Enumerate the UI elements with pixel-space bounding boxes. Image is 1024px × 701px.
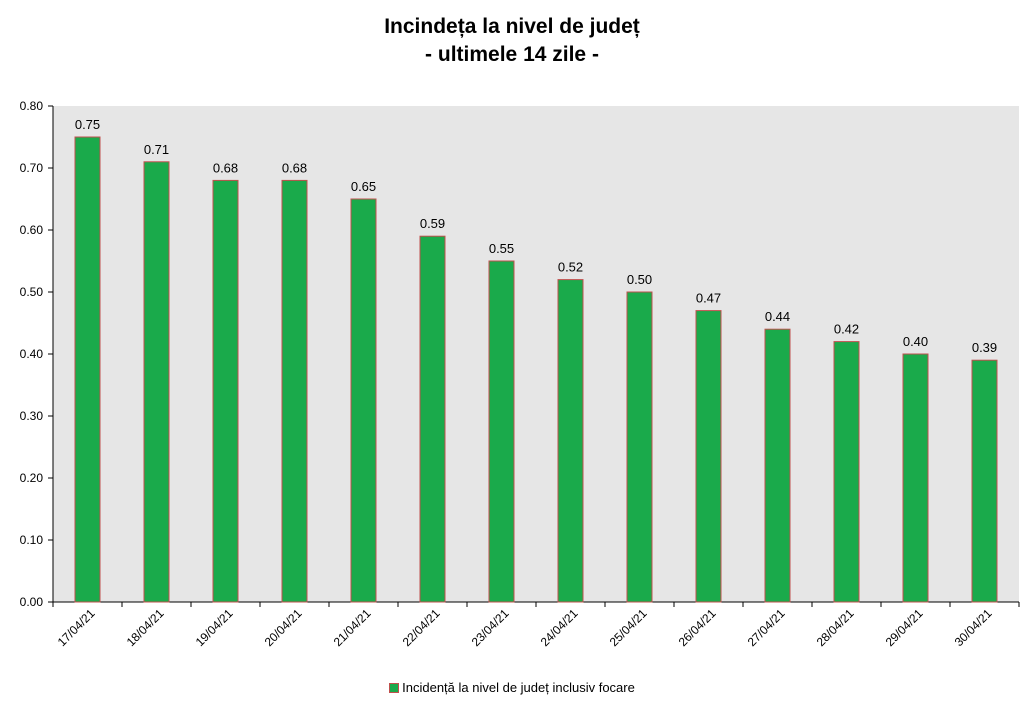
bar <box>557 279 584 603</box>
y-tick-label: 0.70 <box>20 161 44 175</box>
legend-swatch <box>389 682 400 693</box>
x-tick-label: 20/04/21 <box>262 606 305 649</box>
y-tick-label: 0.00 <box>20 595 44 609</box>
legend: Incidență la nivel de județ inclusiv foc… <box>0 680 1024 696</box>
bar <box>833 341 860 603</box>
data-label: 0.55 <box>489 241 514 256</box>
x-tick-label: 27/04/21 <box>745 606 788 649</box>
bar <box>419 235 446 603</box>
x-tick-label: 23/04/21 <box>469 606 512 649</box>
bar <box>695 310 722 603</box>
bar <box>902 353 929 603</box>
bar <box>281 179 308 603</box>
bar <box>143 161 170 603</box>
bar <box>488 260 515 603</box>
data-label: 0.42 <box>834 322 859 337</box>
y-tick-label: 0.40 <box>20 347 44 361</box>
x-tick-label: 22/04/21 <box>400 606 443 649</box>
y-tick-label: 0.80 <box>20 99 44 113</box>
x-tick-label: 26/04/21 <box>676 606 719 649</box>
y-tick-label: 0.30 <box>20 409 44 423</box>
x-tick-label: 24/04/21 <box>538 606 581 649</box>
chart-subtitle: - ultimele 14 zile - <box>425 43 599 66</box>
data-label: 0.47 <box>696 291 721 306</box>
bar <box>74 136 101 603</box>
data-label: 0.59 <box>420 216 445 231</box>
y-tick-label: 0.10 <box>20 533 44 547</box>
y-tick-label: 0.20 <box>20 471 44 485</box>
x-tick-label: 28/04/21 <box>814 606 857 649</box>
bar <box>764 328 791 603</box>
x-tick-label: 18/04/21 <box>124 606 167 649</box>
bar <box>971 359 998 603</box>
plot-area <box>53 106 1019 602</box>
x-tick-label: 17/04/21 <box>55 606 98 649</box>
x-tick-label: 29/04/21 <box>883 606 926 649</box>
bar <box>350 198 377 603</box>
data-label: 0.75 <box>75 117 100 132</box>
bar <box>212 179 239 603</box>
legend-label: Incidență la nivel de județ inclusiv foc… <box>402 680 635 695</box>
y-tick-label: 0.60 <box>20 223 44 237</box>
data-label: 0.40 <box>903 334 928 349</box>
x-tick-label: 30/04/21 <box>952 606 995 649</box>
x-tick-label: 21/04/21 <box>331 606 374 649</box>
data-label: 0.68 <box>282 160 307 175</box>
data-label: 0.44 <box>765 309 790 324</box>
data-label: 0.52 <box>558 260 583 275</box>
chart-title: Incindeța la nivel de județ <box>384 15 640 38</box>
data-label: 0.68 <box>213 160 238 175</box>
data-label: 0.65 <box>351 179 376 194</box>
data-label: 0.39 <box>972 340 997 355</box>
y-tick-label: 0.50 <box>20 285 44 299</box>
data-label: 0.50 <box>627 272 652 287</box>
x-tick-label: 19/04/21 <box>193 606 236 649</box>
bar <box>626 291 653 603</box>
x-tick-label: 25/04/21 <box>607 606 650 649</box>
data-label: 0.71 <box>144 142 169 157</box>
